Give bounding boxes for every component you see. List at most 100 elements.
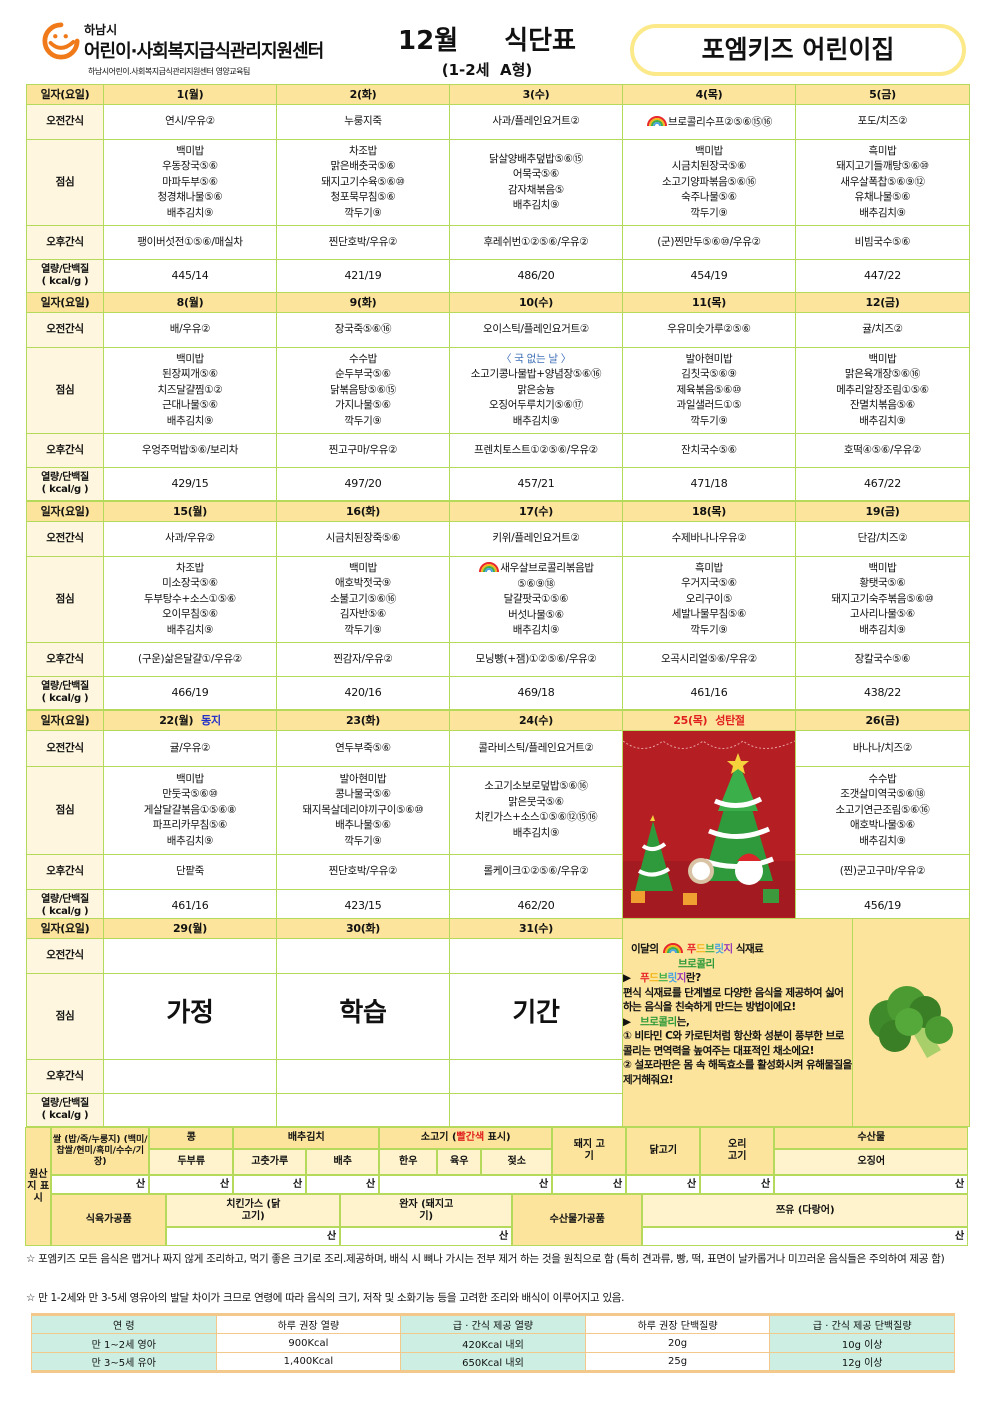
lunch-item-text: 시금치된장국⑤⑥ [671,160,747,173]
page-title: 12월 식단표 [398,26,576,56]
lunch-item-text: 백미밥 [175,352,205,365]
lunch-item: 돼지고기들깨탕⑤⑥⑩ [797,159,969,175]
lunch-item: 시금치된장국⑤⑥ [624,159,795,175]
org-subtitle: 하남시어린이.사회복지급식관리지원센터 영양교육팀 [88,67,250,76]
lunch-item: 새우살폭찹⑤⑥⑨⑫ [797,175,969,191]
afternoon-snack-cell: 프렌치토스트①②⑤⑥/우유② [449,433,623,468]
row-label: 일자(요일) [26,918,104,939]
lunch-item: 맑은뭇국⑤⑥ [451,795,622,811]
origin-squid-country: 산 [774,1175,969,1195]
afternoon-snack-text: 단팥죽 [175,865,205,878]
day-header: 30(화) [276,918,450,939]
lunch-item-text: 버섯나물⑤⑥ [508,608,564,621]
lunch-item: 오리구이⑤ [624,592,795,608]
note-1: ☆ 포엠키즈 모든 음식은 맵거나 짜지 않게 조리하고, 먹기 좋은 크기로 … [26,1253,945,1265]
lunch-row: 점심 차조밥 미소장국⑤⑥ 두부탕수+소스①⑤⑥ 오이무침⑤⑥ 배추김치⑨ 백미밥 애호박젓국… [26,556,970,643]
afternoon-snack-text: 롤케이크①②⑤⑥/우유② [483,865,589,878]
food-bridge-char: 릿 [667,972,678,984]
lunch-item: 메추리알장조림①⑤⑥ [797,383,969,399]
day-date: 5(금) [869,87,896,101]
lunch-item: 달걀팟국①⑤⑥ [451,592,622,608]
nutrition-value: 457/21 [517,477,555,491]
lunch-item-text: 만둣국⑤⑥⑩ [162,788,218,801]
afternoon-snack-text: 잔치국수⑤⑥ [681,443,737,456]
lunch-item-text: 깍두기⑨ [344,623,382,636]
morning-snack-cell: 키위/플레인요거트② [449,521,623,557]
row-label-text: ( kcal/g ) [41,1110,89,1121]
day-header: 17(수) [449,501,623,522]
nutrition-row: 만 1~2세 영아 900Kcal 420Kcal 내외 20g 10g 이상 [31,1333,955,1353]
broccoli-image [853,920,969,1126]
row-label: 일자(요일) [26,710,104,731]
food-bridge-char: 지 [723,943,733,955]
lunch-item-text: 게살달걀볶음①⑤⑥⑧ [143,803,237,816]
day-date: 15(월) [173,504,207,518]
lunch-item: 차조밥 [105,561,276,577]
lunch-item-text: 깍두기⑨ [690,623,728,636]
food-bridge-char: 브 [658,972,668,984]
lunch-item-text: 청포묵무침⑤⑥ [330,191,396,204]
morning-snack-cell: 오이스틱/플레인요거트② [449,312,623,348]
row-label-text: 오전간식 [46,741,84,754]
info-prefix: 이달의 [631,943,659,955]
lunch-item-text: 황탯국⑤⑥ [859,577,906,590]
origin-cabbage: 배추 [306,1149,380,1176]
origin-duck-country: 산 [700,1175,775,1195]
lunch-item: 맑은배춧국⑤⑥ [278,159,449,175]
food-bridge-char: 푸 [686,943,697,955]
row-label-text: 점심 [55,592,75,605]
row-label: 오후간식 [26,433,104,468]
row-label-text: 일자(요일) [40,87,90,101]
lunch-cell: 차조밥 맑은배춧국⑤⑥ 돼지고기수육⑤⑥⑩ 청포묵무침⑤⑥ 깍두기⑨ [276,139,450,226]
morning-snack-cell: 사과/플레인요거트② [449,104,623,140]
row-label-text: 오전간식 [46,115,84,128]
origin-cutlet-country: 산 [166,1227,341,1247]
lunch-item-text: 소불고기⑤⑥⑯ [330,592,396,605]
morning-snack-text: 수제바나나우유② [671,532,747,545]
afternoon-snack-text: (구운)삶은달걀①/우유② [138,652,242,665]
row-label: 오후간식 [26,1059,104,1094]
row-label: 일자(요일) [26,84,104,105]
lunch-item-text: 흑미밥 [868,144,897,157]
lunch-item: 배추김치⑨ [451,414,622,430]
afternoon-snack-row: 오후간식 팽이버섯전①⑤⑥/매실차 찐단호박/우유② 후레쉬번①②⑤⑥/우유② (군)찐… [26,225,970,260]
lunch-item: 새우살브로콜리볶음밥 [451,560,622,577]
morning-snack-cell: 시금치된장죽⑤⑥ [276,521,450,557]
row-label: 오후간식 [26,853,104,890]
center-logo [42,22,80,60]
row-label: 점심 [26,347,104,434]
nut-cell: 만 1~2세 영아 [31,1333,217,1353]
lunch-item: 과일샐러드①⑤ [624,398,795,414]
nutrition-cell [276,1093,450,1127]
lunch-item: 근대나물⑤⑥ [105,398,276,414]
lunch-item: 수수밥 [797,772,969,788]
afternoon-snack-text: (찐)군고구마/우유② [839,865,926,878]
lunch-item: 오징어두루치기⑤⑥⑰ [451,398,622,414]
lunch-item-text: 미소장국⑤⑥ [162,577,218,590]
afternoon-snack-text: 모닝빵(+잼)①②⑤⑥/우유② [475,652,597,665]
morning-snack-text: 배/우유② [169,323,211,336]
lunch-item-text: 배추김치⑨ [859,623,906,636]
lunch-item: 버섯나물⑤⑥ [451,608,622,624]
afternoon-snack-text: 찐고구마/우유② [328,443,398,456]
lunch-item-text: 백미밥 [868,561,897,574]
lunch-cell: 소고기소보로덮밥⑤⑥⑯ 맑은뭇국⑤⑥ 치킨가스+소스①⑤⑥⑫⑮⑯ 배추김치⑨ [449,765,623,855]
lunch-item: 배추김치⑨ [797,414,969,430]
lunch-item-text: 새우살폭찹⑤⑥⑨⑫ [840,175,925,188]
nutrition-value: 421/19 [344,269,382,283]
lunch-row: 점심 백미밥 만둣국⑤⑥⑩ 게살달걀볶음①⑤⑥⑧ 파프리카무침⑤⑥ 배추김치⑨ 발아현미밥 콩… [26,765,970,855]
day-header: 24(수) [449,710,623,731]
lunch-item-text: 치즈달걀찜①② [157,383,223,396]
lunch-item: 가지나물⑤⑥ [278,398,449,414]
nutrition-header-row: 연 령 하루 권장 열량 급 · 간식 제공 열량 하루 권장 단백질량 급 ·… [31,1314,955,1334]
nutrition-cell: 420/16 [276,676,450,710]
lunch-item-text: 닭볶음탕⑤⑥⑮ [330,383,396,396]
lunch-row: 점심 백미밥 우동장국⑤⑥ 마파두부⑤⑥ 청경채나물⑤⑥ 배추김치⑨ 차조밥 맑은배춧국⑤⑥ 돼… [26,139,970,226]
rainbow-icon [662,943,683,954]
lunch-cell: 백미밥 우동장국⑤⑥ 마파두부⑤⑥ 청경채나물⑤⑥ 배추김치⑨ [103,139,277,226]
origin-beef-label: 소고기 ( [420,1132,457,1144]
nutrition-row: 열량/단백질( kcal/g ) 445/14 421/19 486/20 454/19… [26,259,970,293]
lunch-item: 배추김치⑨ [105,206,276,222]
lunch-item: 소고기연근조림⑤⑥⑯ [797,803,969,819]
lunch-item-text: 된장찌개⑤⑥ [162,368,218,381]
